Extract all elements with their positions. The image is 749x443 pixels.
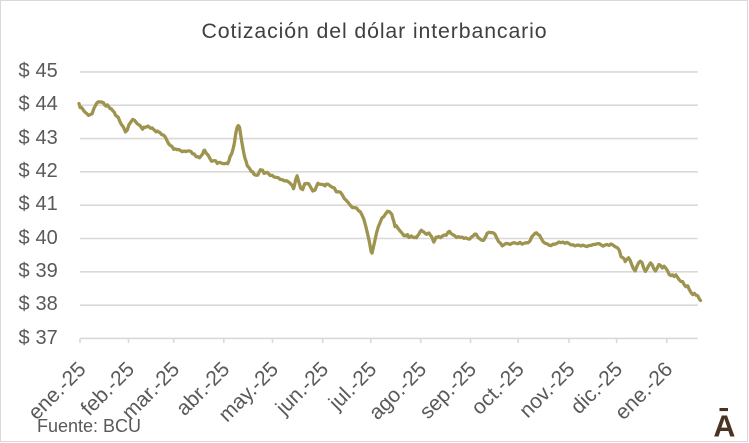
svg-text:A: A <box>713 410 735 443</box>
